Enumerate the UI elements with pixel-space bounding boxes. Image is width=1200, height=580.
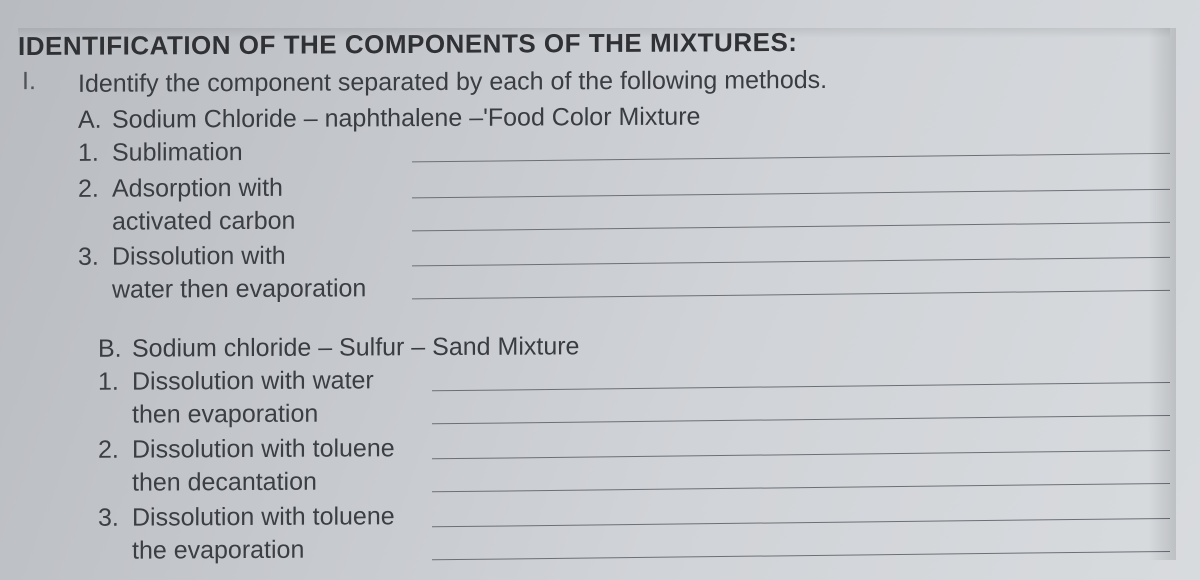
method-row: 1. Sublimation: [78, 131, 1170, 170]
mixture-a-methods: 1. Sublimation 2. Adsorption with activa…: [78, 134, 1170, 304]
section-heading: IDENTIFICATION OF THE COMPONENTS OF THE …: [18, 25, 1170, 62]
blank-line: [432, 381, 1170, 390]
method-number: 1.: [78, 136, 112, 170]
mixture-a-letter: A.: [78, 105, 112, 134]
answer-blank[interactable]: [422, 496, 1170, 558]
method-label-line2: activated carbon: [112, 204, 402, 239]
mixture-b-group: B. Sodium chloride – Sulfur – Sand Mixtu…: [98, 332, 1170, 565]
blank-line: [412, 221, 1170, 231]
blank-line: [432, 550, 1170, 559]
method-row: 1. Dissolution with water then evaporati…: [98, 360, 1170, 432]
blank-line: [412, 256, 1170, 266]
worksheet-page: IDENTIFICATION OF THE COMPONENTS OF THE …: [18, 28, 1170, 560]
answer-blank[interactable]: [422, 360, 1170, 422]
method-label-line1: Adsorption with: [112, 173, 283, 202]
method-number: 1.: [98, 365, 132, 399]
blank-line: [432, 414, 1170, 423]
instruction-text: Identify the component separated by each…: [78, 62, 1170, 101]
mixture-a-header: A. Sodium Chloride – naphthalene –'Food …: [78, 100, 1170, 135]
method-number: 2.: [78, 172, 112, 206]
method-label-line2: then evaporation: [132, 397, 422, 432]
answer-blank[interactable]: [422, 428, 1170, 490]
answer-blank[interactable]: [402, 235, 1170, 297]
method-label: Adsorption with activated carbon: [112, 171, 402, 239]
method-label-line1: Dissolution with water: [132, 366, 374, 395]
method-number: 3.: [78, 240, 112, 274]
method-label: Dissolution with toluene the evaporation: [132, 500, 422, 568]
method-row: 3. Dissolution with toluene the evaporat…: [98, 496, 1170, 568]
method-label: Dissolution with water then evaporation: [132, 364, 422, 432]
blank-line: [432, 482, 1170, 491]
method-label: Dissolution with water then evaporation: [112, 239, 402, 307]
blank-line: [412, 188, 1170, 198]
method-label-line2: the evaporation: [132, 533, 422, 568]
method-label-line1: Dissolution with toluene: [132, 434, 395, 463]
mixture-b-methods: 1. Dissolution with water then evaporati…: [98, 363, 1170, 565]
mixture-b-title: Sodium chloride – Sulfur – Sand Mixture: [132, 332, 579, 363]
blank-line: [432, 517, 1170, 526]
section-i: I. Identify the component separated by e…: [18, 65, 1170, 565]
answer-blank[interactable]: [402, 167, 1170, 229]
method-label-line1: Sublimation: [112, 138, 243, 167]
method-number: 3.: [98, 501, 132, 535]
method-label: Dissolution with toluene then decantatio…: [132, 432, 422, 500]
mixture-b-letter: B.: [98, 334, 132, 363]
method-number: 2.: [98, 433, 132, 467]
page-right-edge: [1148, 28, 1176, 560]
method-label-line1: Dissolution with: [112, 241, 286, 270]
method-row: 2. Dissolution with toluene then decanta…: [98, 428, 1170, 500]
section-body: Identify the component separated by each…: [78, 65, 1170, 565]
mixture-a-title: Sodium Chloride – naphthalene –'Food Col…: [112, 102, 700, 134]
blank-line: [412, 153, 1170, 163]
answer-blank[interactable]: [402, 131, 1170, 160]
blank-line: [432, 449, 1170, 458]
method-label-line2: water then evaporation: [112, 272, 402, 307]
method-label-line1: Dissolution with toluene: [132, 502, 395, 531]
blank-line: [412, 289, 1170, 299]
mixture-b-header: B. Sodium chloride – Sulfur – Sand Mixtu…: [98, 329, 1170, 364]
method-label-line2: then decantation: [132, 465, 422, 500]
method-label: Sublimation: [112, 135, 402, 170]
method-row: 3. Dissolution with water then evaporati…: [78, 235, 1170, 307]
method-row: 2. Adsorption with activated carbon: [78, 167, 1170, 239]
roman-numeral: I.: [18, 65, 78, 96]
